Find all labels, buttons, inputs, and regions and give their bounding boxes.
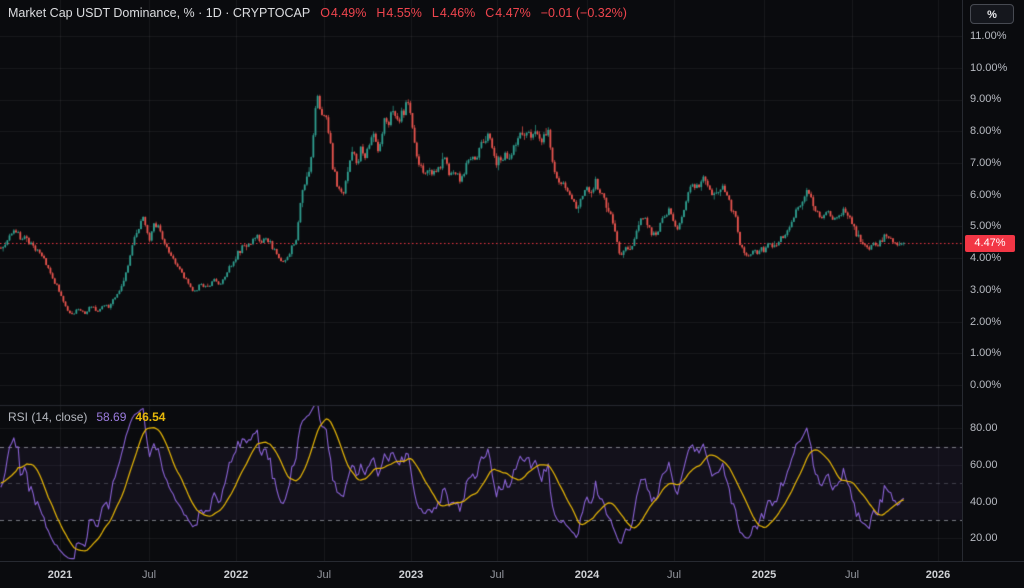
rsi-tick: 20.00 <box>970 532 998 544</box>
ohlc-low: L 4.46% <box>432 6 475 20</box>
time-tick: 2021 <box>47 569 73 581</box>
price-tick: 9.00% <box>970 93 1002 105</box>
ohlc-open: O 4.49% <box>320 6 366 20</box>
rsi-tick: 60.00 <box>970 459 998 471</box>
time-tick: Jul <box>141 569 157 581</box>
close-label: C <box>485 6 495 20</box>
price-tick: 2.00% <box>970 316 1002 328</box>
high-value: 4.55% <box>386 6 422 20</box>
time-axis[interactable]: 2021 Jul 2022 Jul 2023 Jul 2024 Jul 2025… <box>0 561 1024 588</box>
price-axis[interactable]: % 11.00% 10.00% 9.00% 8.00% 7.00% 6.00% … <box>962 0 1024 561</box>
symbol-legend: Market Cap USDT Dominance, % · 1D · CRYP… <box>8 6 627 20</box>
price-tick: 0.00% <box>970 379 1002 391</box>
price-tick: 10.00% <box>970 62 1008 74</box>
rsi-ma-value: 46.54 <box>135 410 166 424</box>
symbol-title[interactable]: Market Cap USDT Dominance, % · 1D · CRYP… <box>8 6 311 20</box>
close-value: 4.47% <box>495 6 531 20</box>
time-tick: 2025 <box>751 569 777 581</box>
time-tick: 2022 <box>223 569 249 581</box>
chart-canvas[interactable] <box>0 0 962 561</box>
rsi-value: 58.69 <box>96 410 127 424</box>
rsi-tick: 40.00 <box>970 496 998 508</box>
ohlc-close: C 4.47% <box>485 6 530 20</box>
price-tick: 7.00% <box>970 157 1002 169</box>
ohlc-high: H 4.55% <box>376 6 421 20</box>
time-tick: Jul <box>489 569 505 581</box>
current-price-badge: 4.47% <box>965 235 1015 252</box>
percent-unit-button[interactable]: % <box>970 4 1014 24</box>
open-value: 4.49% <box>330 6 367 20</box>
change-value: −0.01 (−0.32%) <box>540 6 627 20</box>
price-tick: 3.00% <box>970 284 1002 296</box>
time-tick: 2024 <box>574 569 600 581</box>
price-tick: 1.00% <box>970 347 1002 359</box>
time-tick: 2026 <box>925 569 951 581</box>
price-tick: 11.00% <box>970 30 1007 42</box>
high-label: H <box>376 6 386 20</box>
price-tick: 8.00% <box>970 125 1002 137</box>
rsi-tick: 80.00 <box>970 422 998 434</box>
price-tick: 6.00% <box>970 189 1002 201</box>
rsi-indicator-label[interactable]: RSI (14, close) <box>8 410 88 424</box>
time-tick: 2023 <box>398 569 424 581</box>
low-value: 4.46% <box>439 6 476 20</box>
time-tick: Jul <box>316 569 332 581</box>
price-tick: 4.00% <box>970 252 1002 264</box>
rsi-legend: RSI (14, close) 58.69 46.54 <box>8 410 165 424</box>
open-label: O <box>320 6 330 20</box>
time-tick: Jul <box>844 569 860 581</box>
price-tick: 5.00% <box>970 220 1002 232</box>
time-tick: Jul <box>666 569 682 581</box>
low-label: L <box>431 6 439 20</box>
